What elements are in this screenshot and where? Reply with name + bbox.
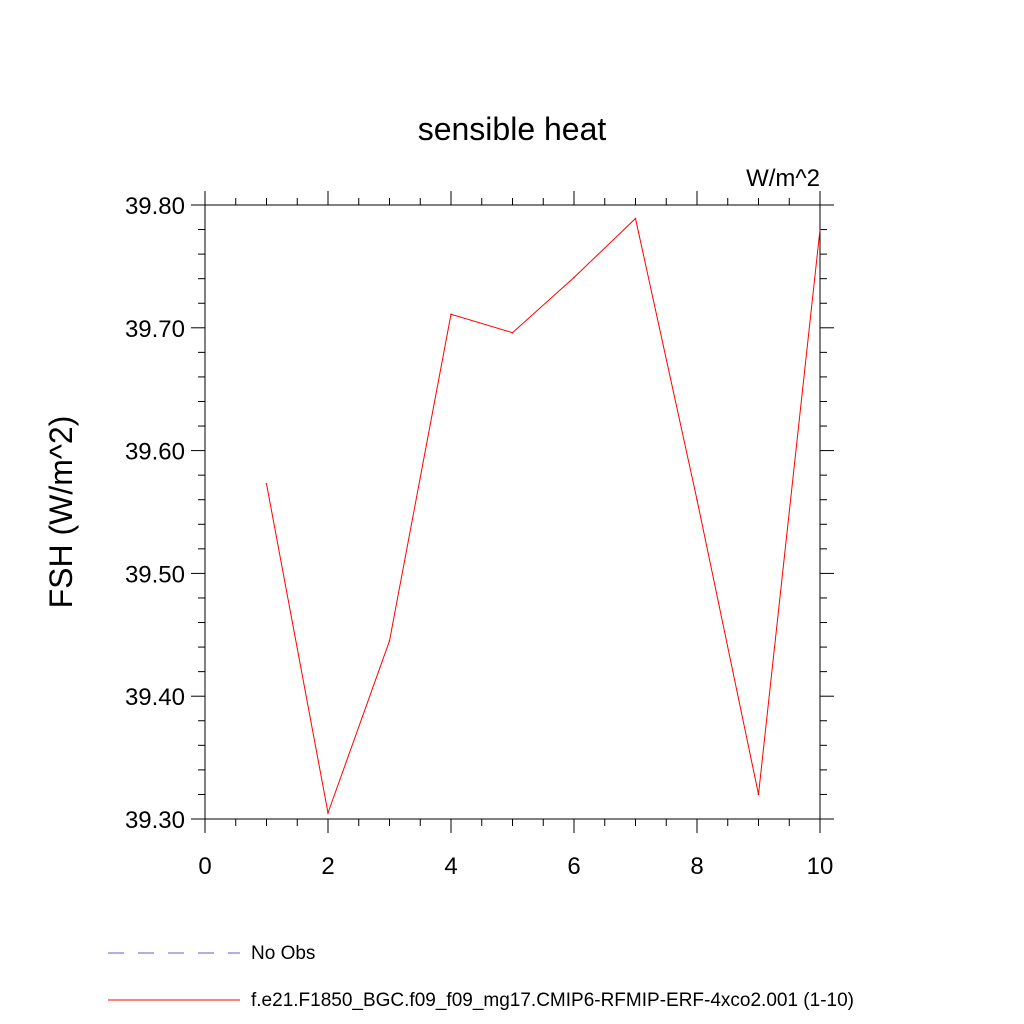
- data-point: [696, 498, 698, 501]
- x-tick-label: 0: [198, 853, 211, 880]
- series-line: [266, 217, 821, 815]
- x-tick-label: 4: [444, 853, 457, 880]
- data-point: [265, 482, 268, 485]
- y-tick-label: 39.30: [125, 807, 185, 834]
- legend-label-model-run: f.e21.F1850_BGC.f09_f09_mg17.CMIP6-RFMIP…: [251, 990, 854, 1011]
- data-point: [757, 793, 760, 796]
- data-point: [819, 228, 821, 231]
- y-tick-label: 39.70: [125, 316, 185, 343]
- units-label: W/m^2: [746, 165, 820, 192]
- data-point: [573, 276, 575, 279]
- x-tick-label: 6: [567, 853, 580, 880]
- x-tick-label: 2: [321, 853, 334, 880]
- y-axis-label: FSH (W/m^2): [43, 416, 79, 609]
- data-point: [388, 640, 391, 642]
- plot-frame: [204, 204, 821, 820]
- data-point: [634, 217, 637, 220]
- y-tick-label: 39.50: [125, 561, 185, 588]
- y-tick-label: 39.60: [125, 439, 185, 466]
- x-tick-label: 10: [807, 853, 834, 880]
- y-tick-label: 39.40: [125, 684, 185, 711]
- data-point: [511, 331, 514, 334]
- legend-label-no-obs: No Obs: [251, 943, 315, 964]
- chart-title: sensible heat: [418, 111, 607, 147]
- legend: No Obs f.e21.F1850_BGC.f09_f09_mg17.CMIP…: [108, 943, 854, 1011]
- x-tick-label: 8: [690, 853, 703, 880]
- plot-axes: 0 2 4 6 8 10 39.30 39.40 39.50 39.60 39.70 39.80: [125, 191, 834, 880]
- series-layer: [265, 217, 821, 815]
- data-point: [327, 812, 329, 814]
- data-point: [450, 313, 452, 316]
- y-tick-label: 39.80: [125, 193, 185, 220]
